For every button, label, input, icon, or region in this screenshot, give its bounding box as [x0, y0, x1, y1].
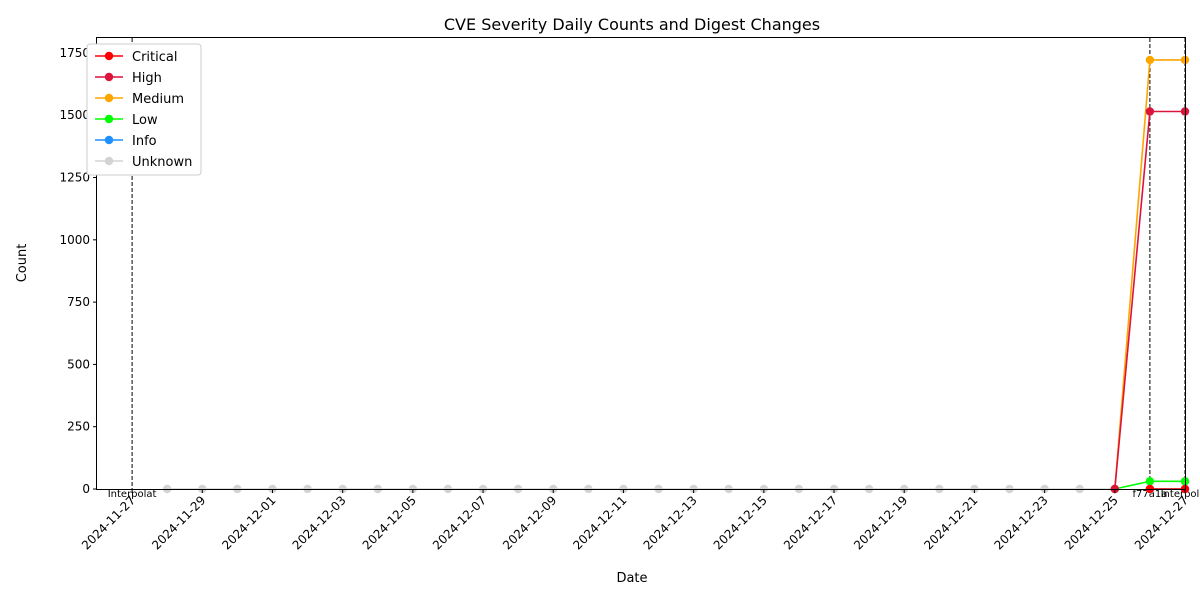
series-line-high [1114, 110, 1185, 490]
y-tick-label: 1750 [59, 46, 90, 60]
x-tick-label: 2024-12-23 [992, 493, 1051, 552]
y-axis-title: Count [15, 244, 30, 283]
legend-label-medium: Medium [132, 92, 184, 107]
y-tick-label: 1250 [59, 171, 90, 185]
legend-label-high: High [132, 71, 162, 86]
y-tick-label: 1000 [59, 233, 90, 247]
data-point-high [1145, 107, 1155, 116]
x-tick-label: 2024-11-27 [79, 493, 138, 552]
x-tick-label: 2024-12-17 [781, 493, 840, 552]
digest-change-label: Interpolat [1161, 489, 1200, 500]
x-tick-label: 2024-12-07 [430, 493, 489, 552]
legend-label-critical: Critical [132, 50, 177, 65]
y-tick-label: 750 [67, 295, 90, 309]
x-tick-label: 2024-12-01 [219, 493, 278, 552]
x-tick-label: 2024-12-13 [641, 493, 700, 552]
y-tick-label: 250 [67, 420, 90, 434]
x-tick-label: 2024-12-19 [851, 493, 910, 552]
x-tick-label: 2024-11-29 [149, 493, 208, 552]
x-tick-label: 2024-12-21 [921, 493, 980, 552]
x-tick-label: 2024-12-15 [711, 493, 770, 552]
legend-marker-unknown [104, 156, 114, 166]
legend-marker-critical [104, 51, 114, 61]
plot-frame [96, 37, 1186, 490]
data-point-low [1145, 477, 1155, 486]
digest-change-label: Interpolat [108, 489, 157, 500]
x-tick-label: 2024-12-27 [1132, 493, 1191, 552]
data-point-medium [1145, 55, 1155, 65]
y-tick-label: 1500 [59, 108, 90, 122]
legend-label-info: Info [132, 134, 157, 149]
x-tick-label: 2024-12-05 [360, 493, 419, 552]
legend: Critical High Medium Low Info Unknown [86, 43, 202, 176]
x-tick-label: 2024-12-25 [1062, 493, 1121, 552]
legend-marker-high [104, 72, 114, 82]
x-axis-title: Date [616, 571, 647, 586]
x-tick-label: 2024-12-09 [500, 493, 559, 552]
chart-title: CVE Severity Daily Counts and Digest Cha… [444, 15, 820, 34]
chart-marks: Interpolatf77a1aInterpolat [108, 38, 1200, 500]
legend-marker-info [104, 135, 114, 145]
legend-marker-medium [104, 93, 114, 103]
digest-change-label: f77a1a [1132, 489, 1167, 500]
x-tick-label: 2024-12-11 [570, 493, 629, 552]
legend-label-unknown: Unknown [132, 155, 192, 170]
legend-marker-low [104, 114, 114, 124]
legend-label-low: Low [132, 113, 158, 128]
y-tick-label: 500 [67, 357, 90, 371]
x-tick-label: 2024-12-03 [290, 493, 349, 552]
y-tick-label: 0 [82, 482, 90, 496]
